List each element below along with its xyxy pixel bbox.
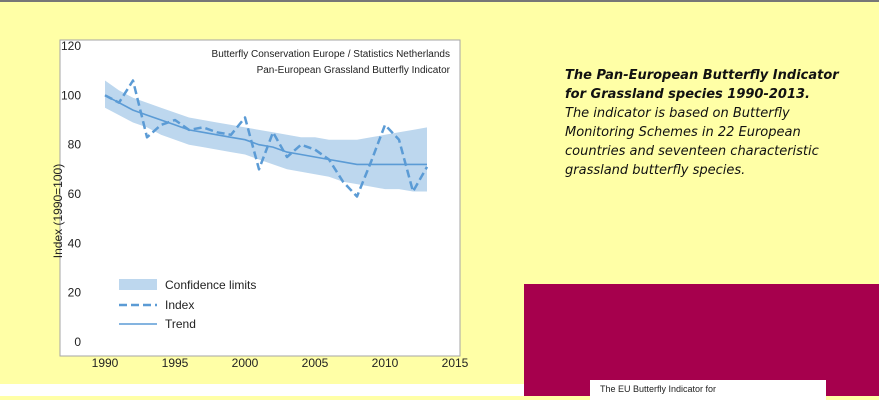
- confidence-band-layer: [105, 80, 427, 192]
- plot-area: [59, 39, 461, 357]
- confidence-band: [105, 80, 427, 192]
- index-line-layer: [104, 79, 429, 198]
- y-tick-label: 20: [68, 286, 82, 300]
- description-body: The indicator is based on Butterfly Moni…: [565, 106, 819, 178]
- x-tick-label: 2000: [232, 356, 259, 370]
- description-title: The Pan-European Butterfly Indicator for…: [565, 68, 839, 102]
- chart-panel: 1990 1995 2000 2005 2010 2015 0 20 40 60 80 100 120…: [45, 26, 475, 384]
- x-tick-label: 2010: [372, 356, 399, 370]
- butterfly-indicator-chart: 1990 1995 2000 2005 2010 2015 0 20 40 60 80 100 120…: [51, 39, 469, 370]
- x-tick-label: 1990: [92, 356, 119, 370]
- indicator-description: The Pan-European Butterfly Indicator for…: [565, 66, 845, 180]
- y-tick-label: 80: [68, 138, 82, 152]
- y-tick-label: 100: [61, 88, 81, 102]
- legend-swatch-confidence: [119, 279, 157, 290]
- legend-label-confidence: Confidence limits: [165, 278, 256, 292]
- bottom-strip: [0, 384, 524, 396]
- trend-line: [104, 94, 427, 166]
- source-line-1: Butterfly Conservation Europe / Statisti…: [212, 49, 450, 60]
- legend-label-index: Index: [165, 298, 194, 312]
- index-line: [104, 79, 429, 198]
- source-line-2: Pan-European Grassland Butterfly Indicat…: [257, 65, 451, 76]
- x-tick-label: 1995: [162, 356, 189, 370]
- x-axis-ticks: 1990 1995 2000 2005 2010 2015: [92, 356, 469, 370]
- maroon-panel: The EU Butterfly Indicator for: [524, 284, 879, 400]
- y-tick-label: 60: [68, 187, 82, 201]
- x-tick-label: 2005: [302, 356, 329, 370]
- y-axis-ticks: 0 20 40 60 80 100 120: [61, 39, 81, 349]
- trend-line-layer: [104, 94, 427, 166]
- top-border: [0, 0, 879, 2]
- y-tick-label: 120: [61, 39, 81, 53]
- indicator-card: The EU Butterfly Indicator for: [590, 380, 826, 400]
- x-tick-label: 2015: [442, 356, 469, 370]
- y-axis-label: Index (1990=100): [51, 164, 65, 258]
- y-tick-label: 40: [68, 236, 82, 250]
- y-tick-label: 0: [74, 335, 81, 349]
- legend: Confidence limits Index Trend: [119, 278, 256, 331]
- legend-label-trend: Trend: [165, 317, 196, 331]
